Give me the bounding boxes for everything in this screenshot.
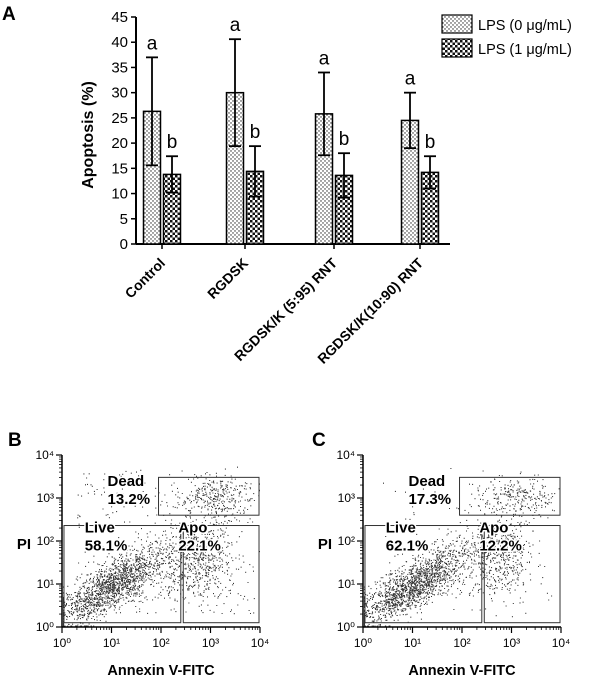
gate-name: Dead xyxy=(108,473,145,490)
bars xyxy=(142,91,440,245)
legend-swatch xyxy=(441,14,473,34)
significance-letter: b xyxy=(250,122,261,143)
x-tick-label: 10¹ xyxy=(404,636,421,650)
x-tick-label: 10⁰ xyxy=(354,636,372,650)
cell-events xyxy=(364,467,560,627)
y-tick-label: 10² xyxy=(338,534,355,548)
y-tick-label: 10³ xyxy=(37,491,54,505)
gate-percent: 22.1% xyxy=(178,537,221,554)
significance-letter: a xyxy=(230,15,241,36)
x-axis-label: Annexin V-FITC xyxy=(107,663,215,679)
y-tick-label: 35 xyxy=(111,59,128,76)
legend-label: LPS (0 μg/mL) xyxy=(478,18,572,34)
axes: 0 5 10 15 20 25 30 35 40 45 xyxy=(111,9,450,253)
gate-name: Apo xyxy=(178,519,207,536)
y-tick-label: 25 xyxy=(111,110,128,127)
y-tick-label: 10⁴ xyxy=(35,448,54,462)
x-tick-label: 10⁴ xyxy=(552,636,571,650)
gate-percent: 62.1% xyxy=(386,537,429,554)
category-label: RGDSK xyxy=(204,255,251,302)
y-tick-label: 0 xyxy=(120,236,128,253)
y-tick-label: 10 xyxy=(111,186,128,203)
gate-live xyxy=(364,525,483,624)
x-tick-label: 10³ xyxy=(202,636,219,650)
gate-dead xyxy=(158,476,260,516)
y-tick-label: 10² xyxy=(37,534,54,548)
gate-percent: 13.2% xyxy=(108,491,151,508)
gate-apo xyxy=(483,525,561,624)
x-axis-label: Annexin V-FITC xyxy=(408,663,516,679)
category-label: Control xyxy=(122,255,169,302)
x-tick-label: 10⁰ xyxy=(53,636,71,650)
y-tick-label: 45 xyxy=(111,9,128,26)
significance-letter: a xyxy=(405,69,416,90)
x-tick-label: 10³ xyxy=(503,636,520,650)
y-tick-label: 40 xyxy=(111,34,128,51)
y-tick-label: 10¹ xyxy=(338,577,355,591)
y-axis-label: PI xyxy=(318,536,332,553)
x-tick-label: 10² xyxy=(152,636,169,650)
gate-percent: 17.3% xyxy=(409,491,452,508)
significance-letters: a a a a b b b b xyxy=(147,15,436,153)
gate-percent: 58.1% xyxy=(85,537,128,554)
error-bars xyxy=(146,38,436,199)
y-axis-label: Apoptosis (%) xyxy=(80,81,97,189)
gate-name: Live xyxy=(85,519,115,536)
y-tick-label: 5 xyxy=(120,211,128,228)
x-tick-label: 10¹ xyxy=(103,636,120,650)
y-axis-label: PI xyxy=(17,536,31,553)
y-tick-label: 20 xyxy=(111,135,128,152)
gate-dead xyxy=(459,476,561,516)
y-tick-label: 10¹ xyxy=(37,577,54,591)
panel-label-c: C xyxy=(312,430,326,451)
gate-name: Apo xyxy=(479,519,508,536)
significance-letter: b xyxy=(339,129,350,150)
significance-letter: b xyxy=(425,132,436,153)
y-tick-label: 10⁰ xyxy=(36,620,54,634)
x-tick-label: 10² xyxy=(453,636,470,650)
gate-percent: 12.2% xyxy=(479,537,522,554)
y-tick-label: 10³ xyxy=(338,491,355,505)
gate-live xyxy=(63,525,182,624)
y-tick-label: 10⁰ xyxy=(337,620,355,634)
significance-letter: a xyxy=(319,48,330,69)
y-tick-label: 10⁴ xyxy=(336,448,355,462)
gate-apo xyxy=(182,525,260,624)
panel-label-a: A xyxy=(2,4,16,25)
y-tick-label: 15 xyxy=(111,160,128,177)
y-tick-label: 30 xyxy=(111,85,128,102)
panel-label-b: B xyxy=(8,430,22,451)
x-tick-label: 10⁴ xyxy=(251,636,270,650)
gate-name: Dead xyxy=(409,473,446,490)
significance-letter: b xyxy=(167,132,178,153)
significance-letter: a xyxy=(147,33,158,54)
gate-name: Live xyxy=(386,519,416,536)
panel-a: A Apoptosis (%) 0 5 10 15 20 25 30 35 40 45 a a a a b… xyxy=(2,4,572,367)
legend: LPS (0 μg/mL) LPS (1 μg/mL) xyxy=(441,14,572,58)
legend-swatch xyxy=(441,38,473,58)
legend-label: LPS (1 μg/mL) xyxy=(478,42,572,58)
